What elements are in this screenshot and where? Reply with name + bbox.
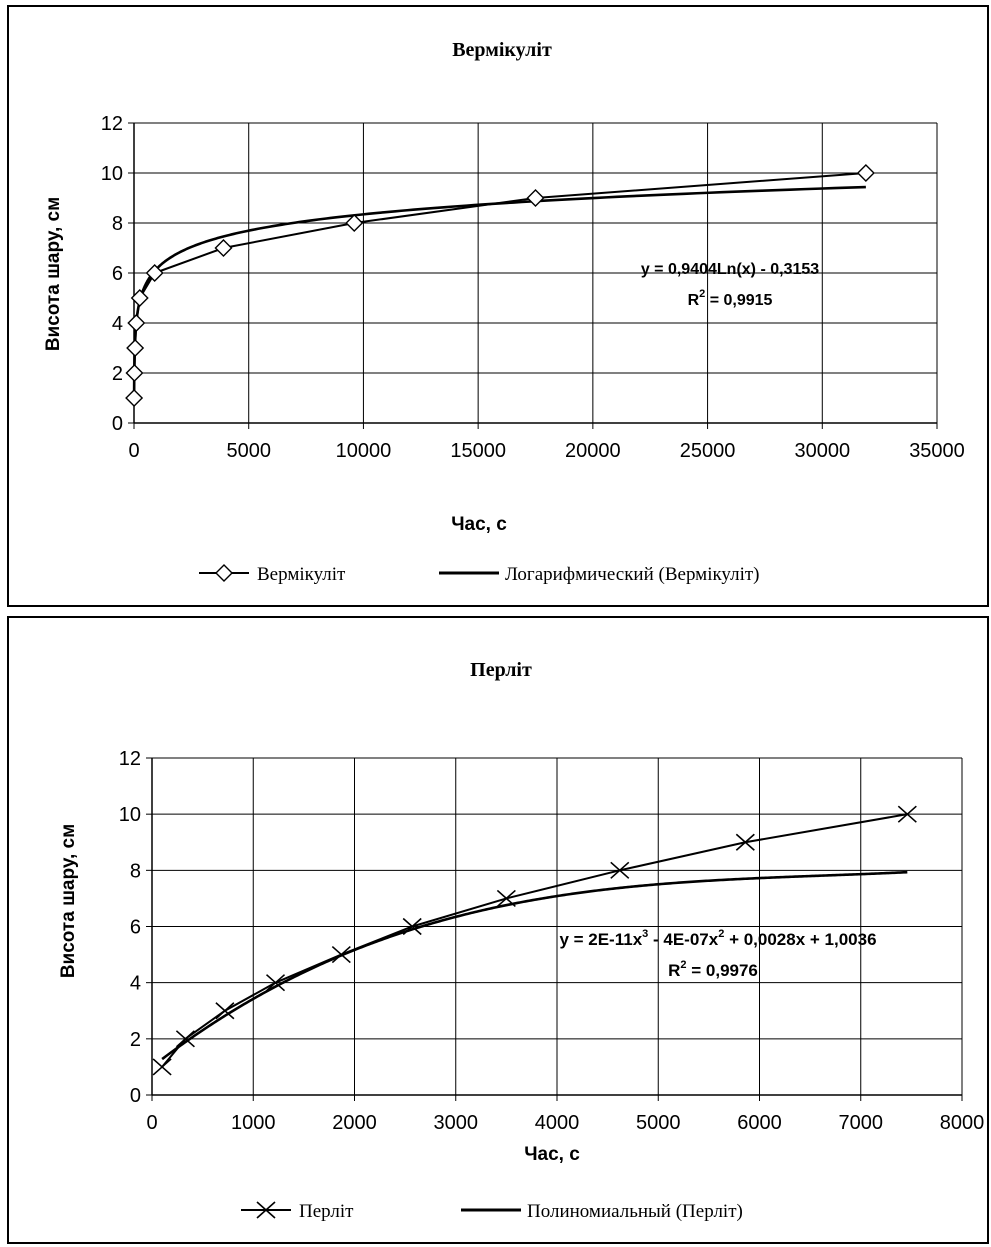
x-tick-label: 1000 [231,1112,276,1134]
perlite-chart: Перліт 0 2 4 6 8 10 12 0 1000 2000 3000 4000 5000 600… [58,659,985,1222]
y-tick-label: 0 [112,413,123,435]
chart-title: Вермікуліт [452,39,552,61]
trendline [161,870,908,1061]
x-tick-label: 15000 [450,440,506,462]
r-squared-label: R2 = 0,9915 [688,288,773,309]
y-axis-label: Висота шару, см [43,197,64,351]
y-tick-label: 10 [119,804,141,826]
legend-trendline-label: Логарифмический (Вермікуліт) [505,564,760,585]
x-tick-label: 10000 [336,440,392,462]
y-tick-label: 8 [130,860,141,882]
vermiculite-chart-panel: Вермікуліт 0 2 4 6 8 10 12 0 5000 10000 15000 20000… [7,5,989,607]
legend-series-label: Перліт [299,1201,354,1222]
data-point [145,264,164,282]
x-tick-label: 6000 [737,1112,782,1134]
data-point [856,164,875,182]
r-squared-label: R2 = 0,9976 [668,959,758,980]
trend-equation: y = 0,9404Ln(x) - 0,3153 [641,261,819,278]
y-axis-label: Висота шару, см [58,824,79,978]
x-tick-label: 7000 [839,1112,884,1134]
data-point [152,1058,172,1076]
x-tick-label: 35000 [909,440,965,462]
y-tick-label: 12 [119,748,141,770]
data-point [345,214,364,232]
data-point [265,974,286,992]
data-point [127,314,146,332]
chart-title: Перліт [470,659,532,681]
x-tick-label: 20000 [565,440,621,462]
x-tick-label: 0 [128,440,139,462]
y-tick-label: 12 [101,113,123,135]
x-marker-icon [256,1201,276,1219]
legend-series-label: Вермікуліт [257,564,346,585]
y-tick-label: 2 [112,363,123,385]
data-point [526,189,545,207]
data-point [175,1030,195,1048]
legend: Перліт Полиномиальный (Перліт) [241,1201,743,1222]
y-tick-label: 4 [112,313,123,335]
data-point [214,239,233,257]
x-tick-label: 4000 [535,1112,580,1134]
y-tick-label: 10 [101,163,123,185]
data-point [402,917,422,936]
x-axis-label: Час, с [451,514,507,535]
x-tick-label: 3000 [434,1112,479,1134]
y-tick-label: 6 [130,917,141,939]
data-point [496,889,516,908]
data-point [610,861,630,879]
series-line [133,172,866,399]
data-point [735,833,755,851]
y-tick-label: 6 [112,263,123,285]
x-tick-label: 25000 [680,440,736,462]
data-point [126,339,145,357]
trendline [132,185,866,394]
data-point [125,389,144,407]
data-point [897,805,917,823]
y-tick-label: 2 [130,1029,141,1051]
data-point [215,1002,235,1020]
diamond-marker-icon [215,564,233,582]
y-tick-label: 8 [112,213,123,235]
x-tick-label: 0 [146,1112,157,1134]
data-point [130,289,149,307]
x-tick-label: 30000 [794,440,850,462]
x-tick-label: 2000 [332,1112,377,1134]
y-tick-label: 4 [130,973,141,995]
vermiculite-chart: Вермікуліт 0 2 4 6 8 10 12 0 5000 10000 15000 20000… [43,39,965,585]
data-point [331,945,351,964]
x-tick-label: 8000 [940,1112,985,1134]
x-tick-label: 5000 [226,440,271,462]
data-point [125,364,144,382]
legend-trendline-label: Полиномиальный (Перліт) [527,1201,743,1222]
trend-equation: y = 2E-11x3 - 4E-07x2 + 0,0028x + 1,0036 [559,928,876,949]
legend: Вермікуліт Логарифмический (Вермікуліт) [199,564,760,585]
perlite-chart-panel: Перліт 0 2 4 6 8 10 12 0 1000 2000 3000 4000 5000 600… [7,616,989,1244]
x-tick-label: 5000 [636,1112,681,1134]
y-tick-label: 0 [130,1085,141,1107]
x-axis-label: Час, с [524,1144,580,1165]
